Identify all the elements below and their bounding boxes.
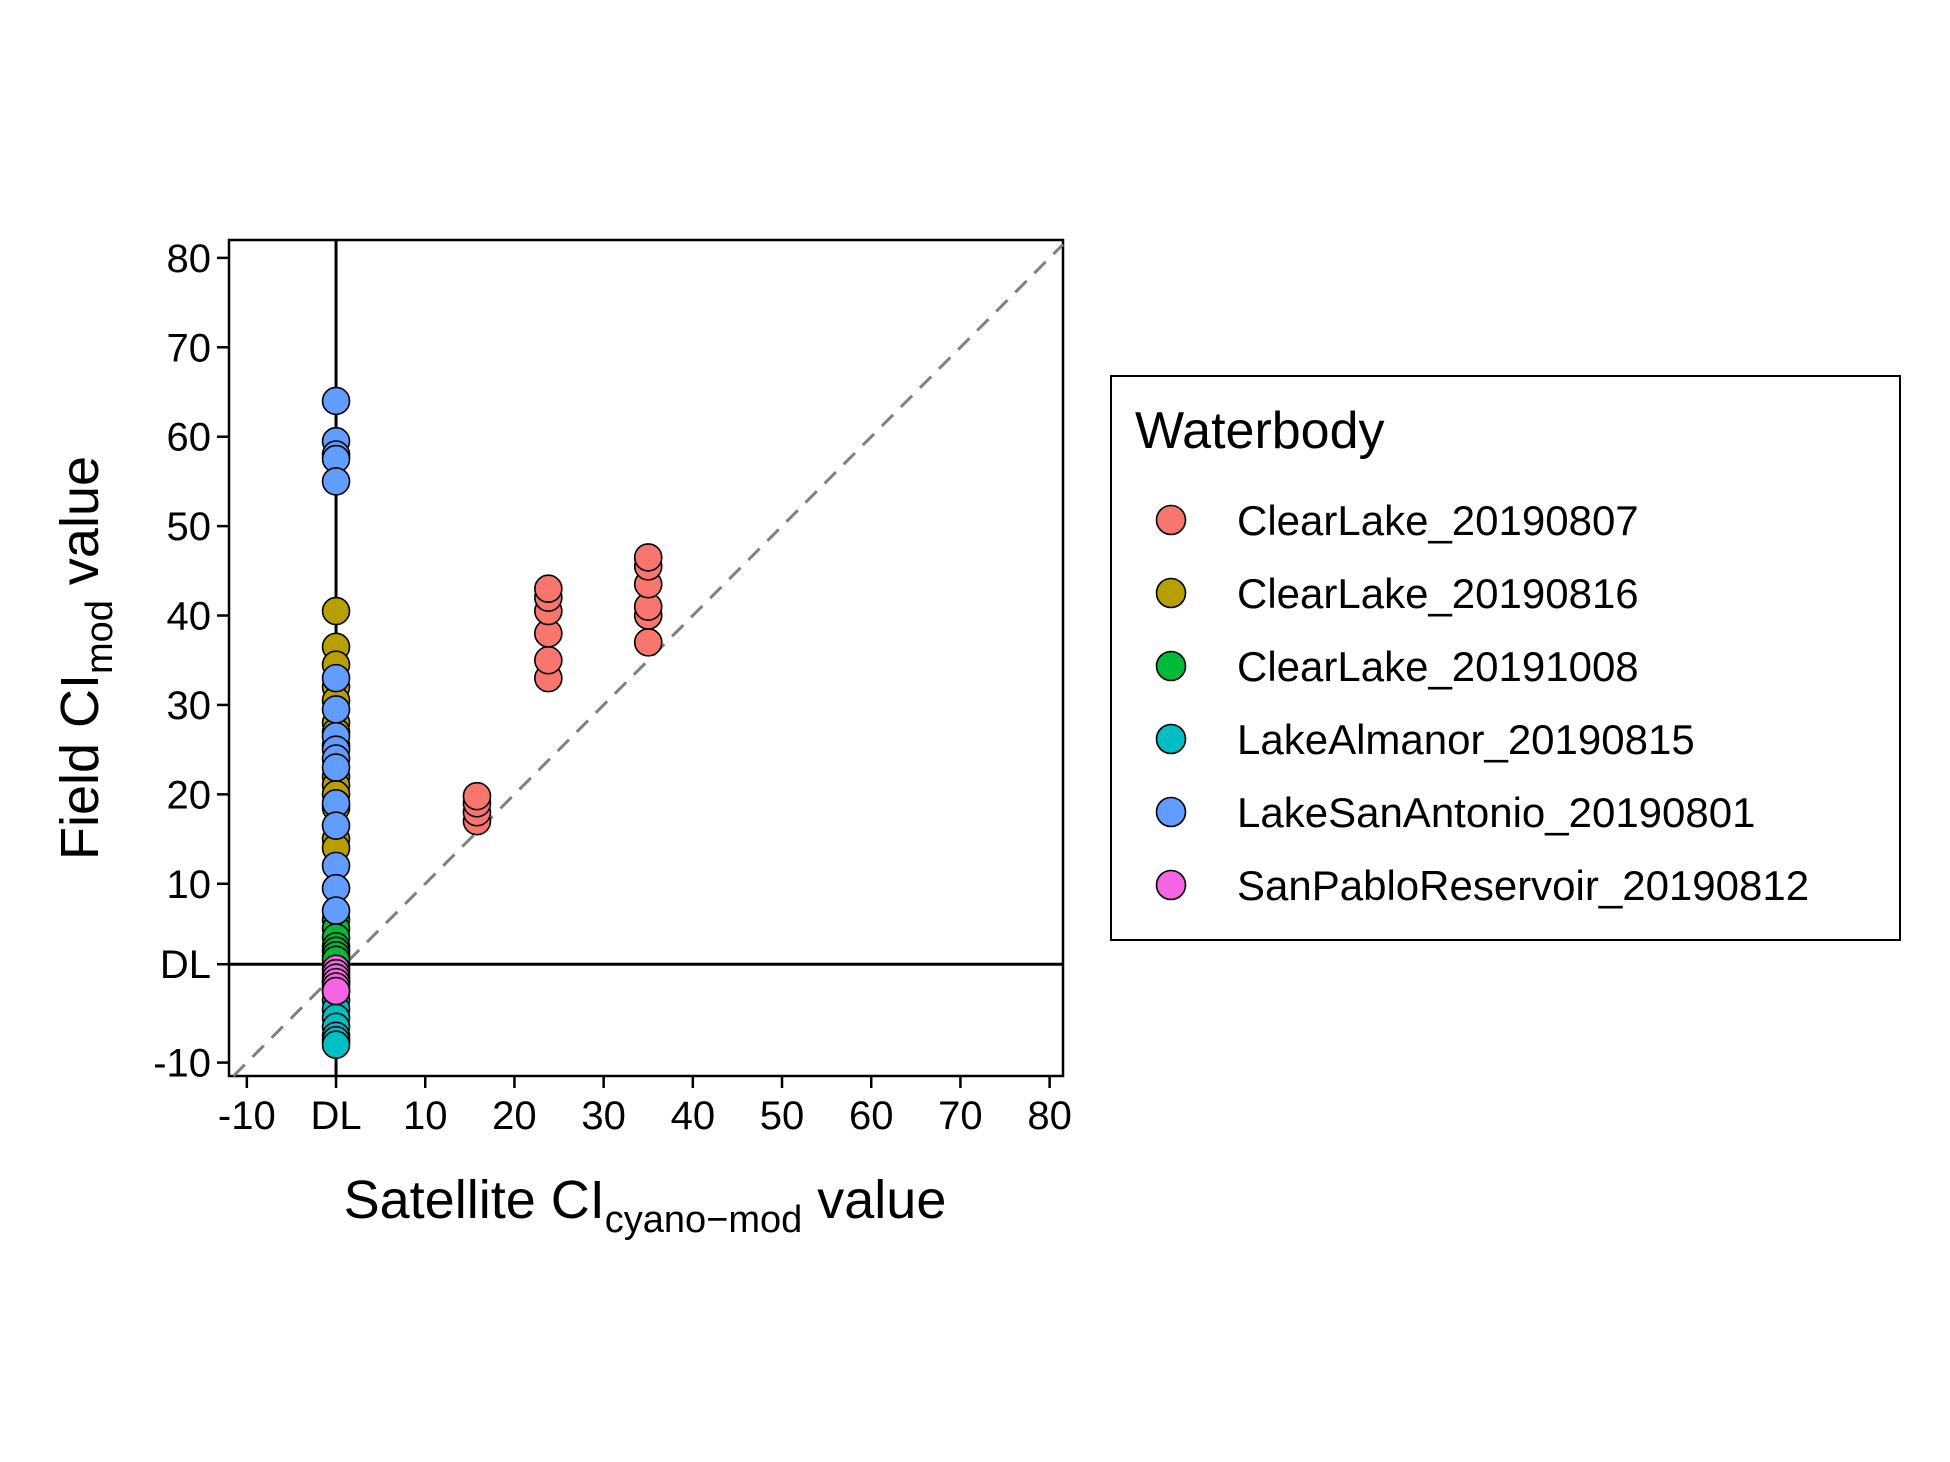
legend-key — [1155, 504, 1187, 536]
x-tick-label: 50 — [760, 1094, 805, 1138]
y-tick-label: 30 — [167, 684, 212, 728]
data-point — [633, 543, 663, 572]
legend: Waterbody ClearLake_20190807ClearLake_20… — [1110, 375, 1901, 941]
x-tick-label: -10 — [218, 1094, 276, 1138]
x-axis: -10 DL 10 20 30 40 50 60 70 80 — [218, 1076, 1072, 1138]
y-tick-label: 40 — [167, 595, 212, 639]
y-tick-label: -10 — [153, 1042, 211, 1086]
x-tick-label: 70 — [938, 1094, 983, 1138]
y-tick-label: 10 — [167, 863, 212, 907]
data-point — [321, 386, 351, 416]
y-tick-label: 80 — [167, 237, 212, 281]
x-tick-label: 60 — [849, 1094, 894, 1138]
data-point — [321, 695, 351, 724]
y-axis: -10 DL 10 20 30 40 50 60 70 80 — [153, 237, 229, 1086]
data-point — [633, 628, 663, 657]
legend-label: SanPabloReservoir_20190812 — [1237, 862, 1809, 909]
legend-key — [1155, 650, 1187, 682]
y-tick-label: 60 — [167, 416, 212, 460]
legend-label: LakeAlmanor_20190815 — [1237, 716, 1695, 763]
series-SanPabloReservoir_20190812 — [321, 954, 351, 1006]
y-tick-label: 50 — [167, 505, 212, 549]
data-point — [321, 976, 351, 1006]
y-tick-label: 20 — [167, 773, 212, 817]
legend-title: Waterbody — [1135, 402, 1385, 460]
x-tick-label: 80 — [1027, 1094, 1072, 1138]
y-axis-title-suffix: value — [50, 456, 110, 600]
legend-key — [1155, 796, 1187, 828]
x-tick-label: 30 — [581, 1094, 626, 1138]
x-tick-label: 40 — [671, 1094, 716, 1138]
legend-items: ClearLake_20190807 ClearLake_20190816 Clea… — [1155, 497, 1809, 909]
legend-label: ClearLake_20190816 — [1237, 570, 1639, 617]
y-axis-title-main: Field CI — [50, 674, 110, 860]
x-tick-label: DL — [310, 1094, 361, 1138]
x-axis-title: Satellite CIcyano−mod value — [344, 1170, 947, 1241]
legend-label: ClearLake_20191008 — [1237, 643, 1639, 690]
y-tick-label: DL — [160, 943, 211, 987]
data-point — [321, 811, 351, 840]
data-point — [321, 663, 351, 693]
data-point — [321, 467, 351, 496]
x-tick-label: 10 — [403, 1094, 448, 1138]
series-ClearLake_20190807 — [462, 543, 663, 836]
data-point — [321, 1030, 351, 1060]
data-point — [321, 596, 351, 626]
y-axis-title-subscript: mod — [79, 600, 121, 674]
legend-key — [1155, 869, 1187, 901]
one-to-one-line — [232, 243, 1065, 1078]
x-axis-title-suffix: value — [802, 1170, 946, 1230]
y-tick-label: 70 — [167, 326, 212, 370]
data-point — [534, 574, 563, 604]
data-point — [321, 896, 351, 925]
x-tick-label: 20 — [492, 1094, 537, 1138]
y-axis-title: Field CImod value — [50, 456, 121, 860]
plot-area — [227, 238, 1065, 1078]
data-point — [462, 781, 492, 811]
legend-key — [1155, 723, 1187, 755]
legend-box — [1110, 375, 1901, 941]
series-LakeSanAntonio_20190801 — [321, 386, 351, 925]
data-point — [321, 753, 351, 782]
plot-border — [227, 238, 1065, 1078]
x-axis-title-main: Satellite CI — [344, 1170, 605, 1230]
legend-label: LakeSanAntonio_20190801 — [1237, 789, 1755, 836]
legend-key — [1155, 577, 1187, 609]
x-axis-title-subscript: cyano−mod — [605, 1199, 803, 1241]
data-point — [534, 645, 563, 675]
legend-label: ClearLake_20190807 — [1237, 497, 1639, 544]
